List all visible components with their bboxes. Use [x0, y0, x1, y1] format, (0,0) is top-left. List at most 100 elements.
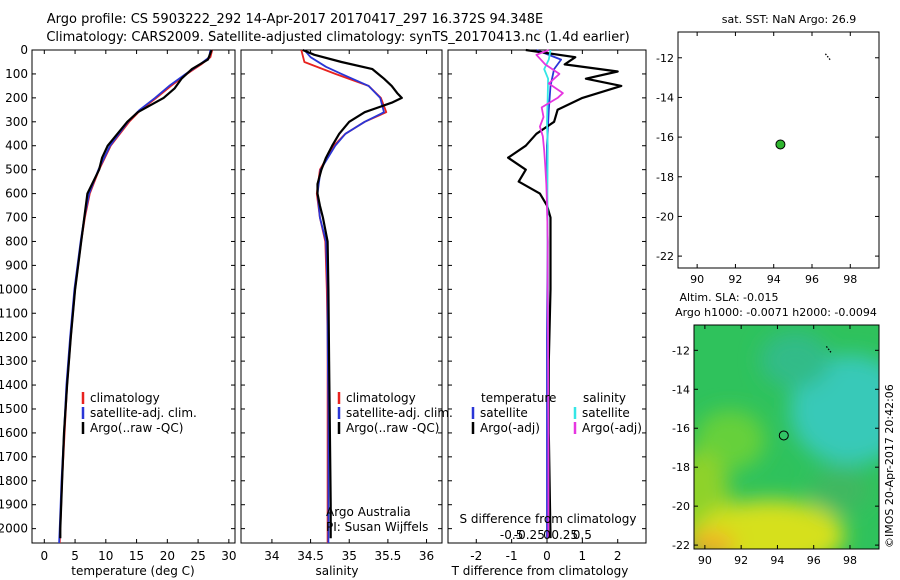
legend-salinity-header: salinity	[583, 391, 626, 405]
legend-temperature-header: temperature	[481, 391, 556, 405]
x-tick-label: 98	[843, 554, 857, 567]
argo-australia-annotation: Argo Australia	[326, 505, 411, 519]
series-line-salinity-argo-adj-	[535, 49, 564, 539]
s-tick-label: -0.5	[500, 528, 523, 542]
x-tick-label: 98	[843, 273, 857, 286]
x-tick-label: 92	[734, 554, 748, 567]
sst-map-panel: sat. SST: NaN Argo: 26.9 90 92 94 96 98 -12 -1…	[656, 13, 880, 286]
figure-title-line2: Climatology: CARS2009. Satellite-adjuste…	[46, 30, 629, 45]
y-tick-label: 500	[5, 163, 28, 177]
legend-argo-label: Argo(..raw -QC)	[90, 421, 183, 435]
y-tick-label: 400	[5, 139, 28, 153]
legend-climatology-label: climatology	[90, 391, 160, 405]
y-tick-label: 100	[5, 67, 28, 81]
difference-legend: temperature satellite Argo(-adj) salinit…	[471, 391, 642, 435]
sla-map-marks	[778, 346, 832, 441]
x-tick-label: 35	[342, 549, 357, 563]
y-tick-label: 900	[5, 258, 28, 272]
series-line-argo-raw-qc-	[59, 49, 213, 539]
sla-map-panel: Altim. SLA: -0.015 Argo h1000: -0.0071 h…	[672, 291, 896, 567]
legend-satellite-label: satellite-adj. clim.	[90, 406, 197, 420]
s-difference-label: S difference from climatology	[460, 512, 637, 526]
x-tick-label: 92	[728, 273, 742, 286]
y-tick-label: -22	[656, 250, 674, 263]
x-tick-label: 34	[264, 549, 279, 563]
legend-t-satellite-label: satellite	[480, 406, 528, 420]
series-line-climatology	[58, 49, 214, 544]
sla-map-subtitle: Argo h1000: -0.0071 h2000: -0.0094	[675, 306, 877, 319]
s-tick-label: 0.5	[573, 528, 592, 542]
x-tick-label: 34.5	[297, 549, 324, 563]
legend-s-satellite-label: satellite	[582, 406, 630, 420]
y-tick-label: -12	[656, 52, 674, 65]
x-tick-label: -2	[470, 549, 482, 563]
y-tick-label: 2000	[0, 522, 28, 536]
temperature-panel: 0 5 10 15 20 25 300100200300400500600700800900…	[0, 43, 236, 578]
y-tick-label: 1900	[0, 498, 28, 512]
y-tick-label: 1200	[0, 330, 28, 344]
temperature-ticks: 0 5 10 15 20 25 300100200300400500600700800900…	[0, 43, 236, 563]
sla-map-ticks: 90 92 94 96 98 -12 -14 -16 -18 -20 -22	[672, 325, 879, 567]
x-tick-label: 96	[805, 273, 819, 286]
x-tick-label: 90	[698, 554, 712, 567]
x-tick-label: 35.5	[375, 549, 402, 563]
salinity-difference-ticklabels: -0.5-0.250 0.250.5	[500, 528, 592, 542]
float-position-marker	[775, 139, 786, 150]
y-tick-label: 200	[5, 91, 28, 105]
legend-t-argo-label: Argo(-adj)	[480, 421, 540, 435]
x-tick-label: 1	[579, 549, 587, 563]
y-tick-label: 1000	[0, 282, 28, 296]
s-tick-label: 0.25	[551, 528, 578, 542]
y-tick-label: -20	[656, 210, 674, 223]
y-tick-label: -22	[672, 539, 690, 552]
temperature-plot-frame	[31, 49, 236, 544]
x-tick-label: 2	[614, 549, 622, 563]
x-tick-label: 94	[767, 273, 781, 286]
y-tick-label: 1400	[0, 378, 28, 392]
x-tick-label: 30	[221, 549, 236, 563]
series-line-climatology	[300, 49, 388, 543]
t-difference-xlabel: T difference from climatology	[451, 564, 629, 578]
y-tick-label: -14	[656, 91, 674, 104]
s-tick-label: -0.25	[514, 528, 545, 542]
x-tick-label: 10	[98, 549, 113, 563]
sla-map-frame	[693, 324, 880, 550]
series-line-temperature-argo-adj-	[507, 48, 623, 539]
legend-climatology-label: climatology	[346, 391, 416, 405]
temperature-legend: climatology satellite-adj. clim. Argo(..…	[81, 391, 197, 435]
s-tick-label: 0	[543, 528, 551, 542]
x-tick-label: 20	[160, 549, 175, 563]
y-tick-label: 800	[5, 234, 28, 248]
y-tick-label: 600	[5, 187, 28, 201]
x-tick-label: 90	[690, 273, 704, 286]
x-tick-label: 25	[190, 549, 205, 563]
x-tick-label: 15	[129, 549, 144, 563]
sla-heatmap	[694, 325, 879, 549]
legend-s-argo-label: Argo(-adj)	[582, 421, 642, 435]
sst-map-title: sat. SST: NaN Argo: 26.9	[722, 13, 856, 26]
x-tick-label: 36	[419, 549, 434, 563]
salinity-legend: climatology satellite-adj. clim. Argo(..…	[337, 391, 453, 435]
salinity-ticks: 34 34.5 35 35.5 36	[241, 49, 442, 563]
series-line-satellite-adj-clim-	[58, 49, 212, 544]
x-tick-label: 5	[71, 549, 79, 563]
y-tick-label: 1800	[0, 474, 28, 488]
y-tick-label: -18	[672, 461, 690, 474]
salinity-panel: 34 34.5 35 35.5 36 salinity climatology sate…	[240, 48, 453, 578]
sla-heatmap-cyan-patch	[760, 332, 830, 388]
difference-panel: -2 -1 0 1 2 S difference from climatology -0…	[447, 48, 647, 578]
sst-map-frame	[677, 31, 880, 269]
sla-heatmap-yellow-patch	[695, 500, 845, 549]
x-tick-label: 0	[40, 549, 48, 563]
y-tick-label: -16	[656, 131, 674, 144]
float-position-marker	[778, 430, 789, 441]
y-tick-label: -14	[672, 383, 690, 396]
sla-heatmap-orange-patch	[694, 531, 735, 549]
y-tick-label: 300	[5, 115, 28, 129]
x-tick-label: 96	[807, 554, 821, 567]
imos-credit: ©IMOS 20-Apr-2017 20:42:06	[883, 384, 896, 548]
y-tick-label: 1700	[0, 450, 28, 464]
legend-satellite-label: satellite-adj. clim.	[346, 406, 453, 420]
sst-map-marks	[775, 53, 831, 150]
y-tick-label: -12	[672, 344, 690, 357]
